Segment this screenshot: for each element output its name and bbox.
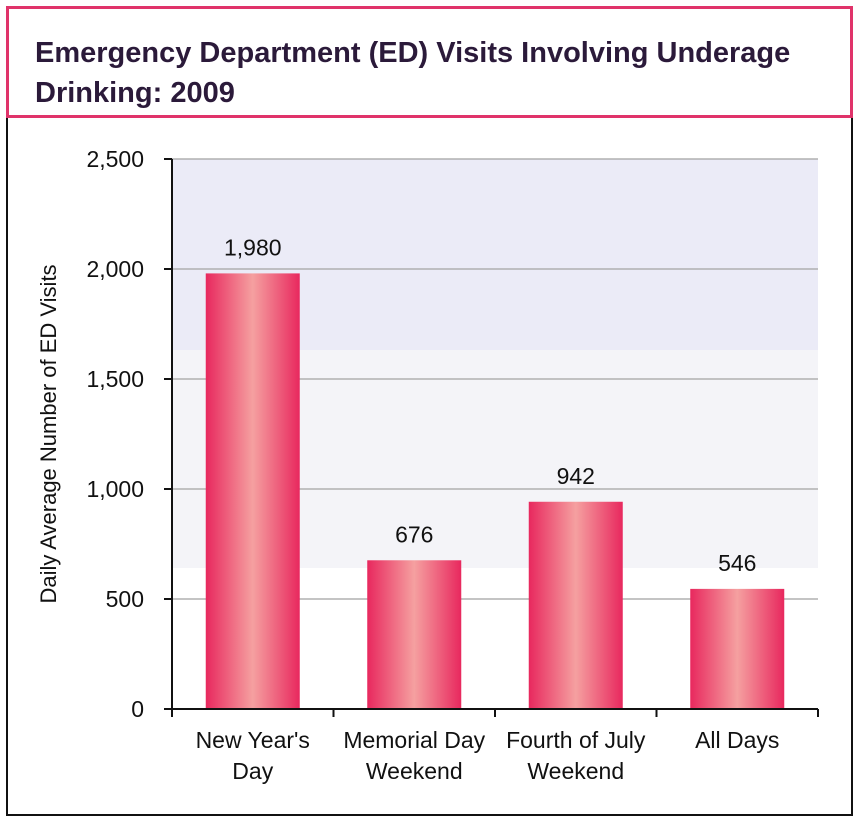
value-label: 1,980	[224, 234, 282, 260]
y-tick-label: 2,500	[86, 146, 144, 172]
bar	[690, 588, 785, 709]
x-category-label: Fourth of July Weekend	[506, 727, 646, 784]
y-tick-label: 500	[106, 586, 144, 612]
x-category-label: All Days	[695, 727, 779, 753]
y-axis-title: Daily Average Number of ED Visits	[36, 264, 61, 603]
y-tick-label: 0	[131, 696, 144, 722]
value-label: 676	[395, 521, 433, 547]
bar	[528, 501, 623, 709]
y-tick-label: 1,000	[86, 476, 144, 502]
axes	[164, 158, 819, 717]
title-box: Emergency Department (ED) Visits Involvi…	[6, 6, 853, 118]
value-label: 546	[718, 550, 756, 576]
value-labels: 1,980 676 942 546	[224, 234, 756, 575]
y-tick-labels: 0 500 1,000 1,500 2,000 2,500	[86, 146, 144, 722]
bar	[205, 273, 300, 709]
y-tick-label: 1,500	[86, 366, 144, 392]
bars	[205, 273, 785, 709]
y-tick-label: 2,000	[86, 256, 144, 282]
bar	[367, 560, 462, 709]
x-category-label: New Year's Day	[196, 727, 310, 784]
x-category-labels: New Year's Day Memorial Day Weekend Fourth o…	[196, 727, 780, 784]
chart-title: Emergency Department (ED) Visits Involvi…	[35, 37, 791, 109]
value-label: 942	[557, 463, 595, 489]
x-category-label: Memorial Day Weekend	[343, 727, 485, 784]
